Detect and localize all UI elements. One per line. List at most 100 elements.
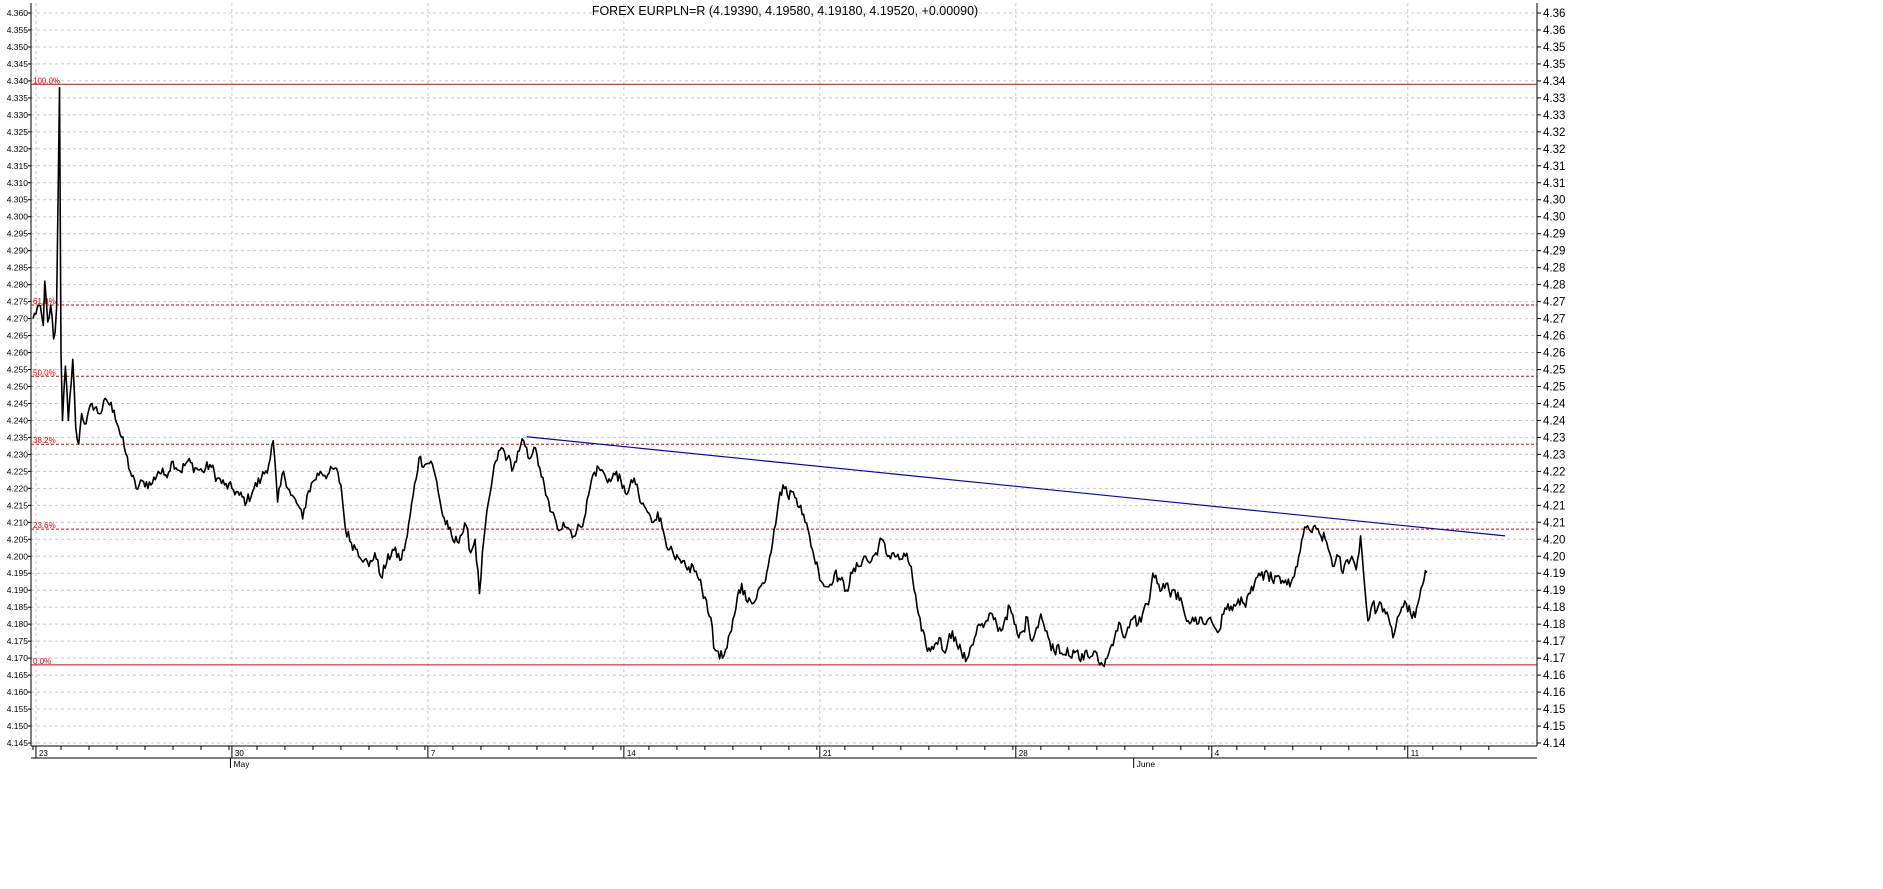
x-tick-label: 4 <box>1215 749 1220 758</box>
y-tick-label-right: 4.30 <box>1543 195 1565 207</box>
y-tick-label-left: 4.330 <box>7 110 29 120</box>
y-tick-label-right: 4.26 <box>1543 331 1565 343</box>
y-tick-label-left: 4.210 <box>7 517 29 527</box>
y-tick-label-right: 4.28 <box>1543 263 1565 275</box>
y-tick-label-left: 4.200 <box>7 551 29 561</box>
y-tick-label-left: 4.320 <box>7 144 29 154</box>
grid <box>31 3 1537 746</box>
y-tick-label-left: 4.310 <box>7 178 29 188</box>
y-tick-label-right: 4.33 <box>1543 93 1565 105</box>
y-tick-label-right: 4.32 <box>1543 127 1565 139</box>
x-tick-label: 11 <box>1411 749 1420 758</box>
y-tick-label-right: 4.21 <box>1543 500 1565 512</box>
y-tick-label-left: 4.280 <box>7 280 29 290</box>
y-tick-label-left: 4.360 <box>7 8 29 18</box>
y-tick-label-right: 4.31 <box>1543 178 1565 190</box>
y-tick-label-right: 4.22 <box>1543 483 1565 495</box>
y-tick-label-left: 4.185 <box>7 602 29 612</box>
y-tick-label-left: 4.205 <box>7 534 29 544</box>
y-tick-label-right: 4.17 <box>1543 653 1565 665</box>
y-tick-label-right: 4.21 <box>1543 517 1565 529</box>
trendline <box>526 436 1506 537</box>
fib-level-label: 23.6% <box>33 521 56 530</box>
x-tick-label: 23 <box>39 749 48 758</box>
y-tick-label-right: 4.32 <box>1543 144 1565 156</box>
y-tick-label-left: 4.195 <box>7 568 29 578</box>
y-tick-label-left: 4.230 <box>7 449 29 459</box>
y-tick-label-left: 4.165 <box>7 670 29 680</box>
y-tick-label-left: 4.305 <box>7 195 29 205</box>
y-tick-label-left: 4.300 <box>7 212 29 222</box>
y-tick-label-right: 4.25 <box>1543 365 1565 377</box>
series <box>32 86 1428 668</box>
y-tick-label-right: 4.35 <box>1543 42 1565 54</box>
y-tick-label-left: 4.325 <box>7 127 29 137</box>
fib-level-label: 100.0% <box>33 76 60 85</box>
y-tick-label-right: 4.36 <box>1543 8 1565 20</box>
y-tick-label-left: 4.155 <box>7 704 29 714</box>
y-tick-label-left: 4.255 <box>7 365 29 375</box>
y-tick-label-left: 4.275 <box>7 297 29 307</box>
price-line <box>32 86 1428 668</box>
y-tick-label-right: 4.28 <box>1543 280 1565 292</box>
y-tick-label-left: 4.235 <box>7 432 29 442</box>
y-tick-label-left: 4.295 <box>7 229 29 239</box>
y-tick-label-right: 4.18 <box>1543 602 1565 614</box>
x-tick-label: 30 <box>235 749 244 758</box>
y-tick-label-left: 4.225 <box>7 466 29 476</box>
y-tick-label-right: 4.30 <box>1543 212 1565 224</box>
y-tick-label-left: 4.315 <box>7 161 29 171</box>
y-tick-label-left: 4.245 <box>7 398 29 408</box>
y-tick-label-left: 4.270 <box>7 314 29 324</box>
y-tick-label-left: 4.350 <box>7 42 29 52</box>
y-tick-label-left: 4.145 <box>7 738 29 748</box>
month-label: May <box>233 759 250 769</box>
y-tick-label-left: 4.260 <box>7 348 29 358</box>
y-tick-label-right: 4.20 <box>1543 551 1565 563</box>
x-tick-label: 28 <box>1019 749 1028 758</box>
y-tick-label-left: 4.215 <box>7 500 29 510</box>
x-tick-label: 21 <box>823 749 832 758</box>
y-tick-label-right: 4.16 <box>1543 687 1565 699</box>
x-tick-label: 7 <box>431 749 436 758</box>
y-tick-label-left: 4.340 <box>7 76 29 86</box>
fibonacci-levels: 100.0%61.8%50.0%38.2%23.6%0.0% <box>31 76 1537 666</box>
y-tick-label-right: 4.35 <box>1543 59 1565 71</box>
y-tick-label-left: 4.150 <box>7 721 29 731</box>
y-tick-label-right: 4.19 <box>1543 585 1565 597</box>
y-tick-label-right: 4.31 <box>1543 161 1565 173</box>
y-tick-label-left: 4.355 <box>7 25 29 35</box>
y-tick-label-left: 4.265 <box>7 331 29 341</box>
y-tick-label-right: 4.27 <box>1543 314 1565 326</box>
y-tick-label-right: 4.29 <box>1543 229 1565 241</box>
y-tick-label-left: 4.175 <box>7 636 29 646</box>
y-tick-label-right: 4.24 <box>1543 398 1566 410</box>
y-tick-label-right: 4.36 <box>1543 25 1565 37</box>
y-tick-label-right: 4.17 <box>1543 636 1565 648</box>
fib-level-label: 50.0% <box>33 368 56 377</box>
month-label: June <box>1137 759 1156 769</box>
y-tick-label-right: 4.26 <box>1543 348 1565 360</box>
y-tick-label-right: 4.24 <box>1543 415 1566 427</box>
x-tick-label: 14 <box>627 749 636 758</box>
y-tick-label-right: 4.15 <box>1543 721 1565 733</box>
y-tick-label-left: 4.345 <box>7 59 29 69</box>
y-tick-label-left: 4.240 <box>7 415 29 425</box>
y-tick-label-right: 4.16 <box>1543 670 1565 682</box>
y-tick-label-right: 4.34 <box>1543 76 1566 88</box>
y-tick-label-right: 4.20 <box>1543 534 1565 546</box>
y-tick-label-left: 4.190 <box>7 585 29 595</box>
y-tick-label-left: 4.160 <box>7 687 29 697</box>
y-tick-label-right: 4.15 <box>1543 704 1565 716</box>
y-tick-label-left: 4.335 <box>7 93 29 103</box>
y-tick-label-right: 4.25 <box>1543 381 1565 393</box>
y-tick-label-right: 4.23 <box>1543 432 1565 444</box>
y-tick-label-right: 4.23 <box>1543 449 1565 461</box>
trendline-group <box>526 436 1506 537</box>
chart-title: FOREX EURPLN=R (4.19390, 4.19580, 4.1918… <box>592 4 978 18</box>
y-tick-label-left: 4.220 <box>7 483 29 493</box>
y-tick-label-left: 4.285 <box>7 263 29 273</box>
y-tick-label-left: 4.170 <box>7 653 29 663</box>
